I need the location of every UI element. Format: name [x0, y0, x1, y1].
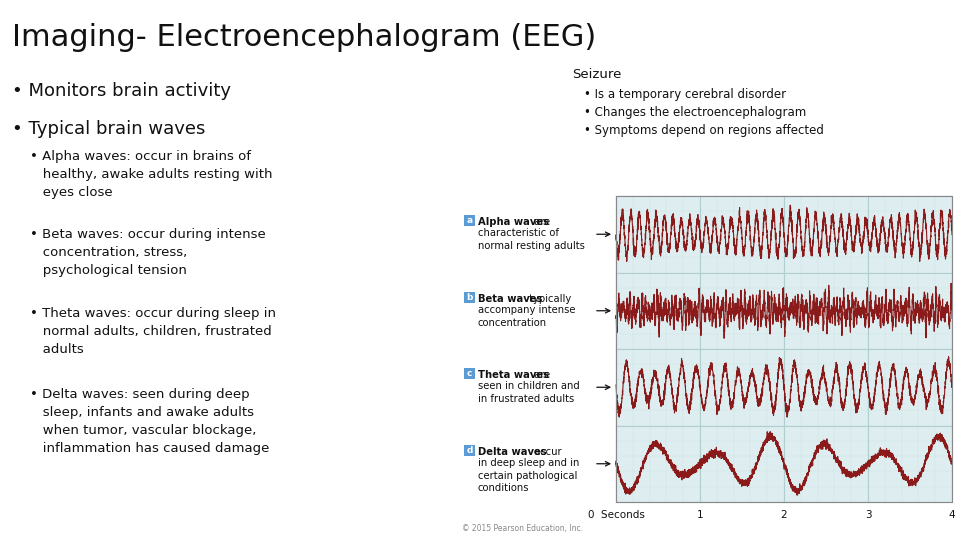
Text: seen in children and
in frustrated adults: seen in children and in frustrated adult… [478, 381, 580, 404]
Text: b: b [467, 293, 472, 302]
Text: typically: typically [526, 294, 571, 303]
Text: 4: 4 [948, 510, 955, 520]
FancyBboxPatch shape [464, 368, 475, 379]
Text: are: are [531, 217, 550, 227]
FancyBboxPatch shape [616, 196, 952, 502]
Text: Imaging- Electroencephalogram (EEG): Imaging- Electroencephalogram (EEG) [12, 24, 596, 52]
Text: 1: 1 [697, 510, 704, 520]
Text: • Typical brain waves: • Typical brain waves [12, 120, 205, 138]
Text: are: are [531, 370, 550, 380]
Text: • Alpha waves: occur in brains of
   healthy, awake adults resting with
   eyes : • Alpha waves: occur in brains of health… [30, 150, 273, 199]
Text: characteristic of
normal resting adults: characteristic of normal resting adults [478, 228, 585, 251]
Text: Beta waves: Beta waves [478, 294, 542, 303]
Text: Alpha waves: Alpha waves [478, 217, 549, 227]
Text: • Beta waves: occur during intense
   concentration, stress,
   psychological te: • Beta waves: occur during intense conce… [30, 228, 266, 277]
Text: d: d [467, 446, 472, 455]
FancyBboxPatch shape [464, 445, 475, 456]
FancyBboxPatch shape [464, 292, 475, 303]
Text: © 2015 Pearson Education, Inc.: © 2015 Pearson Education, Inc. [462, 524, 583, 533]
Text: Seizure: Seizure [572, 68, 621, 81]
Text: occur: occur [531, 447, 562, 457]
Text: • Theta waves: occur during sleep in
   normal adults, children, frustrated
   a: • Theta waves: occur during sleep in nor… [30, 307, 276, 356]
Text: • Is a temporary cerebral disorder: • Is a temporary cerebral disorder [584, 88, 786, 101]
Text: Theta waves: Theta waves [478, 370, 549, 380]
Text: c: c [467, 369, 472, 378]
Text: • Changes the electroencephalogram: • Changes the electroencephalogram [584, 106, 806, 119]
Text: Delta waves: Delta waves [478, 447, 546, 457]
Text: a: a [467, 216, 472, 225]
Text: 0  Seconds: 0 Seconds [588, 510, 644, 520]
FancyBboxPatch shape [464, 215, 475, 226]
Text: accompany intense
concentration: accompany intense concentration [478, 305, 575, 328]
Text: 3: 3 [865, 510, 872, 520]
Text: • Monitors brain activity: • Monitors brain activity [12, 82, 231, 100]
Text: 2: 2 [780, 510, 787, 520]
Text: in deep sleep and in
certain pathological
conditions: in deep sleep and in certain pathologica… [478, 458, 580, 494]
Text: • Delta waves: seen during deep
   sleep, infants and awake adults
   when tumor: • Delta waves: seen during deep sleep, i… [30, 388, 270, 455]
Text: • Symptoms depend on regions affected: • Symptoms depend on regions affected [584, 124, 824, 137]
